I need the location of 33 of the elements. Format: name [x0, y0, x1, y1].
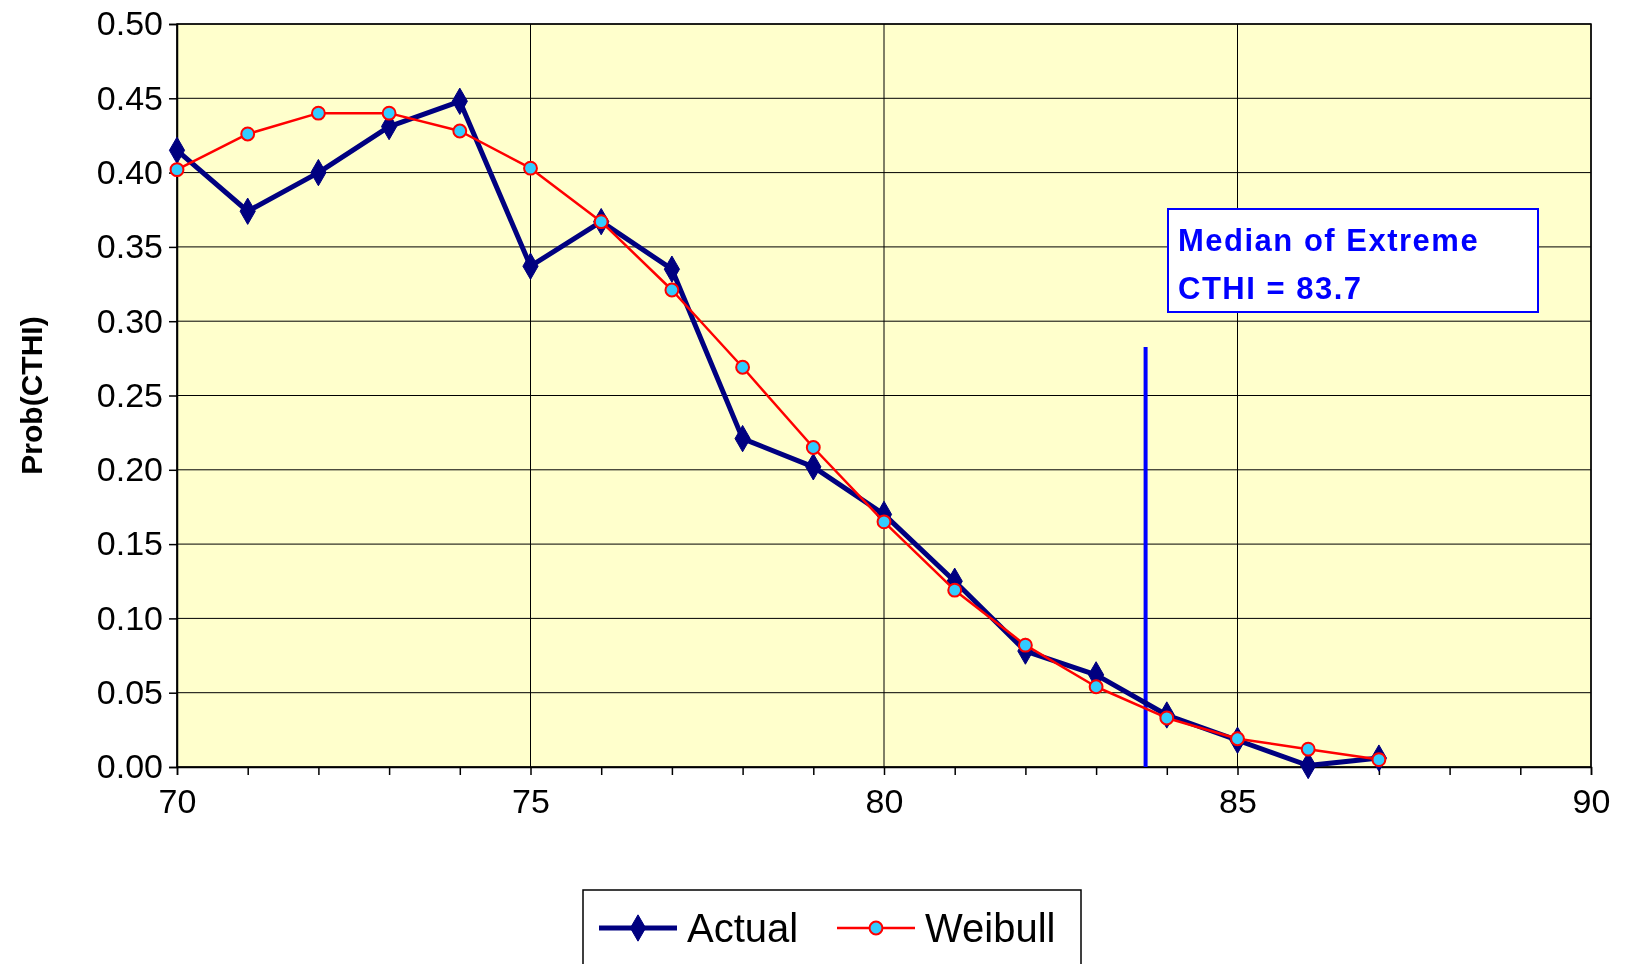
point	[523, 160, 538, 176]
y-tick-label: 0.05	[96, 673, 163, 712]
point	[240, 126, 256, 142]
y-axis-title: Prob(CTHI)	[15, 316, 48, 475]
x-tick-label: 85	[1219, 782, 1257, 821]
point	[664, 282, 680, 298]
point	[1088, 679, 1104, 695]
point	[381, 105, 397, 121]
point	[1371, 752, 1387, 767]
y-tick-label: 0.50	[96, 4, 163, 43]
x-tick-label: 80	[865, 782, 904, 821]
x-tick-label: 90	[1572, 782, 1611, 821]
y-tick-label: 0.40	[96, 152, 163, 191]
point	[1300, 741, 1316, 757]
y-tick-label: 0.30	[96, 301, 163, 340]
legend-label: Actual	[687, 906, 799, 950]
x-tick-label: 75	[512, 782, 550, 821]
legend-label: Weibull	[925, 906, 1056, 950]
point	[735, 359, 751, 375]
point	[310, 105, 326, 121]
point	[452, 123, 468, 139]
y-tick-label: 0.10	[96, 598, 163, 637]
point	[1159, 710, 1175, 726]
point	[1230, 731, 1245, 747]
y-tick-label: 0.20	[96, 450, 163, 489]
y-tick-label: 0.25	[96, 375, 163, 414]
ref-line-label: Median of Extreme CTHI = 83.7	[1178, 223, 1480, 306]
y-tick-label: 0.45	[96, 78, 163, 117]
point	[876, 514, 892, 530]
y-tick-label: 0.15	[96, 524, 163, 563]
point	[805, 440, 821, 455]
y-tick-label: 0.35	[96, 227, 163, 266]
point	[947, 582, 963, 598]
